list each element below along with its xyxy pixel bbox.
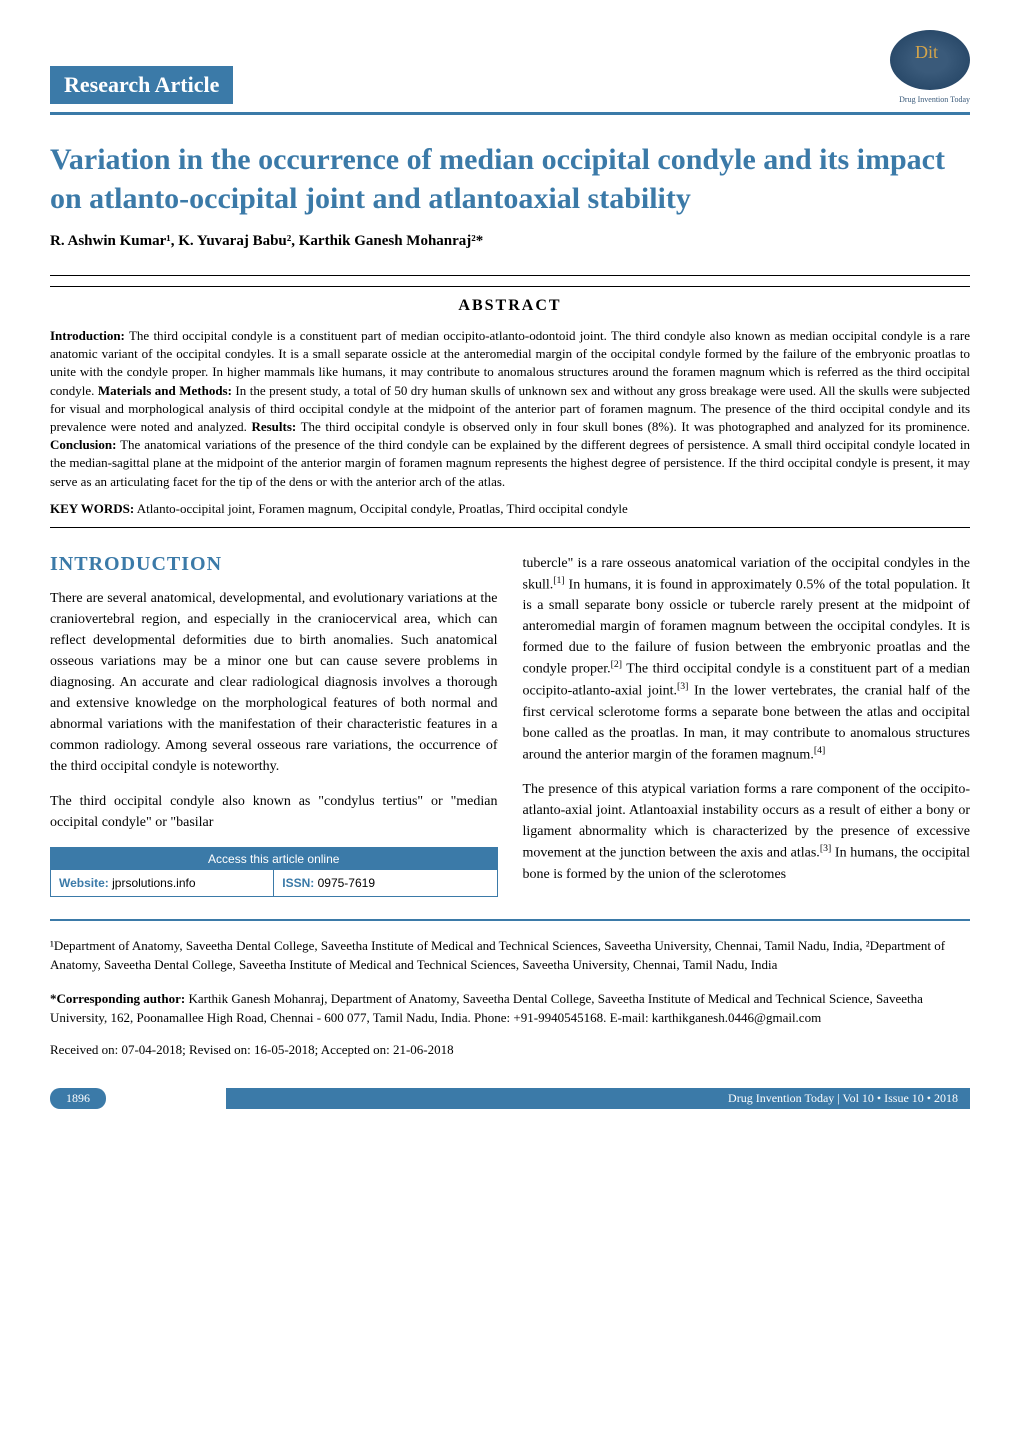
keywords: KEY WORDS: Atlanto-occipital joint, Fora… <box>50 501 970 517</box>
issn-cell: ISSN: 0975-7619 <box>274 870 496 896</box>
page-number: 1896 <box>50 1088 106 1109</box>
intro-heading: INTRODUCTION <box>50 553 498 576</box>
left-column: INTRODUCTION There are several anatomica… <box>50 553 498 899</box>
logo-icon: Dit <box>890 30 970 90</box>
abstract-box: ABSTRACT Introduction: The third occipit… <box>50 275 970 528</box>
intro-p2: The third occipital condyle also known a… <box>50 791 498 833</box>
access-box: Access this article online Website: jprs… <box>50 847 498 897</box>
header-row: Research Article Dit Drug Invention Toda… <box>50 30 970 104</box>
intro-p3: tubercle" is a rare osseous anatomical v… <box>523 553 971 766</box>
corresponding-author: *Corresponding author: Karthik Ganesh Mo… <box>50 989 970 1028</box>
abstract-heading: ABSTRACT <box>50 297 970 315</box>
journal-citation: Drug Invention Today | Vol 10 • Issue 10… <box>226 1088 970 1109</box>
abstract-top-line <box>50 286 970 287</box>
access-row: Website: jprsolutions.info ISSN: 0975-76… <box>51 870 497 896</box>
footer-bar: 1896 Drug Invention Today | Vol 10 • Iss… <box>50 1088 970 1109</box>
article-title: Variation in the occurrence of median oc… <box>50 140 970 218</box>
website-label: Website: <box>59 876 109 890</box>
article-dates: Received on: 07-04-2018; Revised on: 16-… <box>50 1042 970 1058</box>
journal-logo: Dit Drug Invention Today <box>890 30 970 104</box>
issn-value: 0975-7619 <box>314 876 375 890</box>
intro-p4: The presence of this atypical variation … <box>523 779 971 885</box>
logo-text: Dit <box>915 42 938 63</box>
authors-list: R. Ashwin Kumar¹, K. Yuvaraj Babu², Kart… <box>50 233 970 250</box>
article-type-badge: Research Article <box>50 66 233 104</box>
logo-subtitle: Drug Invention Today <box>890 95 970 104</box>
right-column: tubercle" is a rare osseous anatomical v… <box>523 553 971 899</box>
body-columns: INTRODUCTION There are several anatomica… <box>50 553 970 899</box>
footer-divider <box>50 919 970 921</box>
header-divider <box>50 112 970 115</box>
access-header: Access this article online <box>51 848 497 870</box>
intro-p1: There are several anatomical, developmen… <box>50 588 498 777</box>
website-cell: Website: jprsolutions.info <box>51 870 274 896</box>
affiliations: ¹Department of Anatomy, Saveetha Dental … <box>50 936 970 975</box>
abstract-body: Introduction: The third occipital condyl… <box>50 327 970 491</box>
website-value: jprsolutions.info <box>109 876 196 890</box>
issn-label: ISSN: <box>282 876 314 890</box>
